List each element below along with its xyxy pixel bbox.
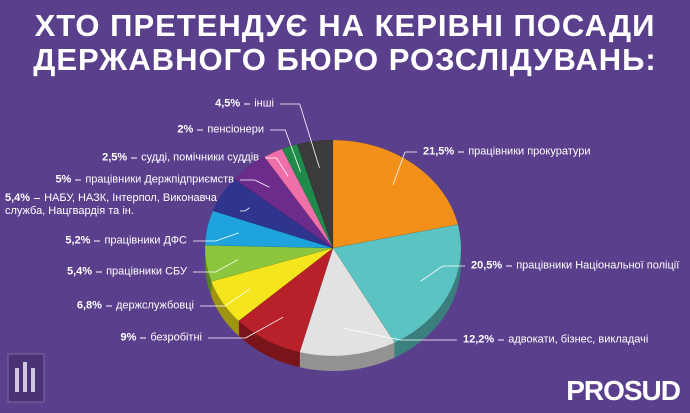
- title: ХТО ПРЕТЕНДУЄ НА КЕРІВНІ ПОСАДИ: [34, 8, 656, 43]
- value-label: 5%: [55, 173, 72, 186]
- separator: [197, 129, 204, 131]
- leader-line: [280, 103, 320, 168]
- slice: [210, 247, 334, 322]
- slice: [204, 210, 334, 249]
- slice-label: 9% безробітні: [120, 332, 202, 345]
- leader-line: [193, 232, 239, 242]
- title: ДЕРЖАВНОГО БЮРО РОЗСЛІДУВАНЬ:: [33, 42, 657, 77]
- leader-line: [193, 259, 239, 273]
- category-label: працівники СБУ: [106, 265, 187, 278]
- slice-label: 20,5% працівники Національної поліції: [471, 260, 679, 273]
- value-label: 2%: [177, 123, 194, 136]
- leader-line: [240, 179, 270, 188]
- slice-label: 4,5% інші: [215, 98, 274, 111]
- separator: [458, 151, 465, 153]
- leader-line: [208, 316, 284, 339]
- slice-label: 12,2% адвокати, бізнес, викладачі: [463, 334, 648, 347]
- slice: [204, 245, 334, 282]
- slice: [281, 143, 334, 249]
- value-label: 2,5%: [102, 151, 128, 164]
- separator: [96, 271, 103, 273]
- logo-icon: [7, 353, 45, 403]
- slice-label: 5,4% працівники СБУ: [67, 266, 187, 279]
- slice-label: 21,5% працівники прокуратури: [423, 146, 591, 159]
- slice-label: 5,4% НАБУ, НАЗК, Інтерпол, Виконавча служ…: [5, 192, 237, 218]
- slice: [233, 156, 334, 249]
- value-label: 12,2%: [463, 333, 495, 346]
- slice: [299, 247, 396, 357]
- category-label: працівники ДФС: [104, 234, 187, 247]
- value-label: 20,5%: [471, 259, 503, 272]
- separator: [34, 197, 41, 199]
- leader-line: [240, 207, 250, 212]
- leader-line: [392, 151, 417, 185]
- slice-label: 6,8% держслужбовці: [77, 300, 194, 313]
- value-label: 4,5%: [215, 97, 241, 110]
- separator: [131, 157, 138, 159]
- separator: [498, 339, 505, 341]
- category-label: безробітні: [150, 331, 202, 344]
- category-label: пенсіонери: [207, 123, 264, 136]
- brand-logo: PROSUD: [566, 375, 681, 406]
- leader-line: [344, 328, 457, 341]
- slice: [332, 224, 462, 343]
- slice-label: 2% пенсіонери: [177, 124, 264, 137]
- leader-line: [270, 129, 301, 172]
- slice: [264, 148, 334, 249]
- slice-label: 2,5% судді, помічники суддів: [102, 152, 259, 165]
- value-label: 9%: [120, 331, 137, 344]
- separator: [506, 265, 513, 267]
- value-label: 5,4%: [5, 192, 31, 204]
- category-label: працівники прокуратури: [468, 145, 591, 158]
- category-label: НАБУ, НАЗК, Інтерпол, Виконавча служба, …: [5, 192, 217, 217]
- value-label: 5,4%: [67, 265, 93, 278]
- slice: [212, 178, 334, 249]
- separator: [94, 240, 101, 242]
- separator: [75, 179, 82, 181]
- separator: [244, 103, 251, 105]
- leader-line: [420, 265, 465, 282]
- separator: [140, 337, 147, 339]
- category-label: держслужбовці: [115, 299, 194, 312]
- value-label: 6,8%: [76, 299, 102, 312]
- category-label: працівники Національної поліції: [516, 259, 680, 272]
- separator: [105, 305, 112, 307]
- category-label: інші: [254, 97, 274, 110]
- category-label: адвокати, бізнес, викладачі: [508, 333, 649, 346]
- slice-label: 5,2% працівники ДФС: [65, 235, 187, 248]
- category-label: працівники Держпідприємств: [85, 173, 234, 186]
- slice-label: 5% працівники Держпідприємств: [55, 174, 234, 187]
- value-label: 21,5%: [423, 145, 455, 158]
- slice: [296, 139, 334, 249]
- slice: [332, 139, 459, 249]
- leader-line: [200, 288, 251, 307]
- value-label: 5,2%: [65, 234, 91, 247]
- category-label: судді, помічники суддів: [141, 151, 259, 164]
- leader-line: [265, 157, 289, 177]
- slice: [238, 247, 334, 353]
